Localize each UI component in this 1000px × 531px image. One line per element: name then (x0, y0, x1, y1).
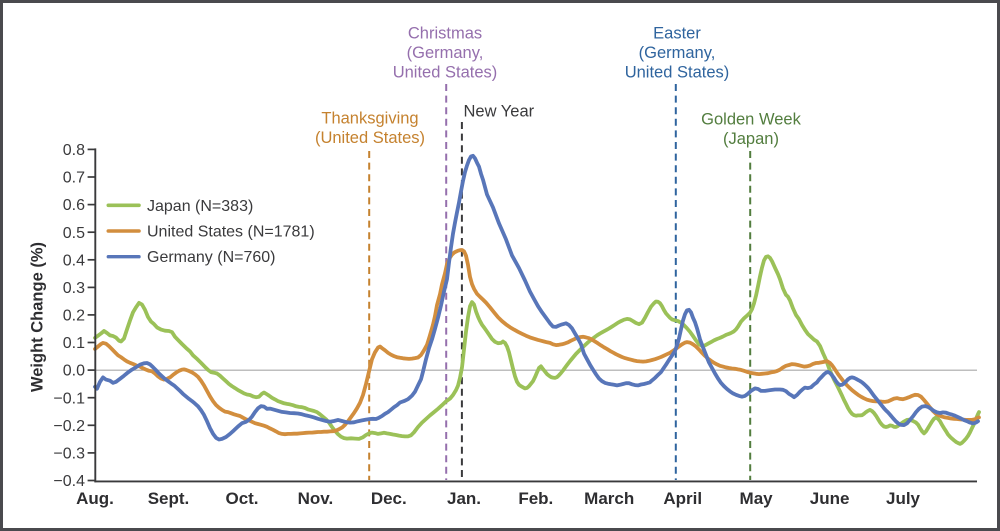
svg-text:Thanksgiving: Thanksgiving (321, 109, 418, 127)
svg-text:Feb.: Feb. (518, 489, 553, 508)
svg-text:Aug.: Aug. (76, 489, 114, 508)
svg-text:0.8: 0.8 (63, 142, 85, 159)
svg-text:May: May (740, 489, 774, 508)
svg-text:New Year: New Year (464, 103, 535, 121)
svg-text:Japan (N=383): Japan (N=383) (147, 198, 253, 215)
svg-text:0.1: 0.1 (63, 335, 85, 352)
svg-text:0.7: 0.7 (63, 170, 85, 187)
svg-text:Oct.: Oct. (225, 489, 258, 508)
svg-text:−0.2: −0.2 (53, 418, 85, 435)
svg-text:0.4: 0.4 (63, 252, 85, 269)
svg-text:Golden Week: Golden Week (701, 111, 801, 129)
svg-text:Nov.: Nov. (298, 489, 334, 508)
svg-text:Weight Change (%): Weight Change (%) (29, 242, 47, 392)
svg-text:Christmas: Christmas (408, 25, 482, 43)
svg-text:(Japan): (Japan) (723, 130, 779, 148)
svg-text:Sept.: Sept. (148, 489, 190, 508)
svg-text:Dec.: Dec. (371, 489, 407, 508)
svg-text:United States): United States) (393, 64, 498, 82)
svg-text:0.6: 0.6 (63, 197, 85, 214)
svg-text:0.0: 0.0 (63, 363, 85, 380)
svg-text:−0.4: −0.4 (53, 473, 85, 490)
svg-text:April: April (663, 489, 702, 508)
svg-text:(United States): (United States) (315, 129, 425, 147)
svg-text:Germany (N=760): Germany (N=760) (147, 249, 276, 266)
svg-text:(Germany,: (Germany, (639, 44, 716, 62)
svg-text:Jan.: Jan. (447, 489, 481, 508)
svg-text:−0.1: −0.1 (53, 390, 85, 407)
svg-text:United States): United States) (625, 64, 730, 82)
svg-text:−0.3: −0.3 (53, 446, 85, 463)
svg-text:June: June (810, 489, 850, 508)
svg-text:(Germany,: (Germany, (407, 44, 484, 62)
svg-text:July: July (886, 489, 921, 508)
svg-text:March: March (584, 489, 634, 508)
svg-text:0.2: 0.2 (63, 308, 85, 325)
svg-text:0.3: 0.3 (63, 280, 85, 297)
svg-text:Easter: Easter (653, 25, 701, 43)
svg-text:0.5: 0.5 (63, 225, 85, 242)
svg-text:United States (N=1781): United States (N=1781) (147, 224, 315, 241)
